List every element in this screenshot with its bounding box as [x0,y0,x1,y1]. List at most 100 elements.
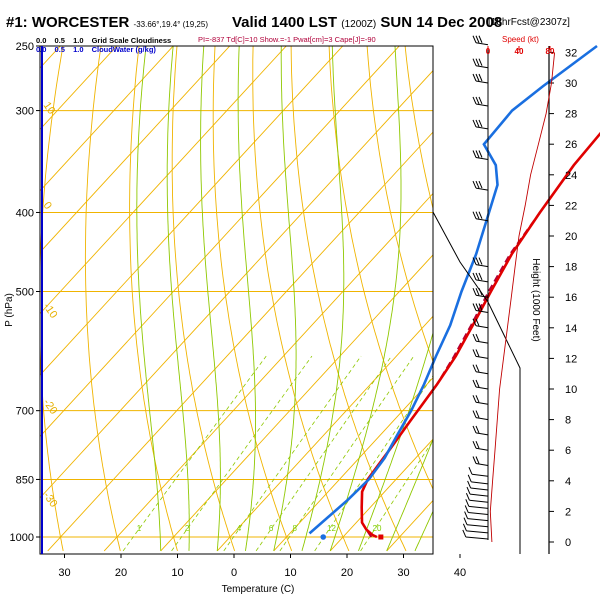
wind-barb-flag [472,119,477,128]
height-tick-label: 32 [565,47,577,59]
wind-barb-flag [464,505,469,513]
wind-barb-staff [475,80,489,84]
legend-cloud-0: 0.0 [36,36,47,45]
temp-tick-label: 40 [454,567,466,579]
wind-barb-flag [475,441,480,449]
wind-barb-staff [468,505,489,509]
temperature-line [360,131,600,539]
wind-barb-flag [472,425,477,434]
legend-cloud-label: Grid Scale Cloudiness [91,36,172,45]
mixing-ratio-label: 6 [269,524,274,533]
height-tick-label: 4 [565,476,571,488]
wind-barb-flag [462,529,467,538]
wind-barb-staff [475,65,489,69]
pressure-tick-label: 850 [16,474,34,486]
wind-barb-flag [472,96,477,105]
temp-tick-label: 0 [231,567,237,579]
wind-barb-flag [478,96,483,105]
wind-barb-flag [478,288,483,296]
speed-tick-label: 0 [486,47,491,56]
pressure-tick-label: 1000 [10,532,34,544]
height-tick-label: 18 [565,262,577,274]
wind-barb-flag [478,73,483,82]
wind-barb-staff [475,157,489,160]
wind-barb-staff [475,325,489,329]
wind-barb-flag [475,379,480,388]
wind-barb-staff [475,310,489,313]
wind-barb-staff [466,524,489,528]
isotherm-line [40,46,118,131]
wind-barb-staff [475,218,489,222]
wind-barb-staff [465,536,489,540]
wind-barb-staff [471,481,489,485]
isotherm-line [329,438,433,552]
dry-adiabat-line [129,46,178,552]
mixing-ratio-line [171,355,313,552]
wind-barb-staff [468,511,489,515]
x-axis-title: Temperature (C) [222,584,295,595]
legend-water-2: 1.0 [73,45,84,54]
height-tick-label: 26 [565,139,577,151]
isotherm-line [216,315,433,552]
wind-barb-flag [472,364,477,372]
isotherm-line [40,46,400,438]
wind-barb-flag [478,58,483,66]
wind-barb-flag [467,474,472,483]
mixing-ratio-line [360,439,433,552]
wind-barb-flag [472,379,477,388]
wind-barb-staff [475,386,489,390]
wind-barb-staff [475,401,489,405]
height-tick-label: 16 [565,292,577,304]
wind-barb-flag [463,517,468,525]
wind-barb-flag [475,257,480,265]
isotherm-line [47,131,433,552]
wind-barb-staff [475,432,489,436]
wind-barb-flag [478,180,483,189]
moist-adiabat-line [166,46,190,551]
moist-adiabat-line [358,331,433,552]
legend-cloudwater: 0.0 0.5 1.0 CloudWater (g/kg) [36,45,162,54]
wind-barb-staff [475,417,489,421]
height-tick-label: 28 [565,109,577,121]
temp-tick-label: 10 [171,567,183,579]
pressure-tick-label: 250 [16,41,34,53]
dry-adiabat-line [84,46,121,552]
legend-water-0: 0.0 [36,45,47,54]
stability-params: PI=-837 Td[C]=10 Show.=-1 Pwat[cm]=3 Cap… [198,35,376,44]
wind-barb-flag [472,180,477,189]
isotherm-line [40,46,344,376]
station-title: #1: WORCESTER -33.66°,19.4° (19,25) [6,14,208,31]
wind-barb-staff [471,473,489,477]
legend-water-1: 0.5 [54,45,65,54]
isotherm-line [40,70,433,499]
legend-cloud-1: 0.5 [54,36,65,45]
wind-speed-line [489,52,556,543]
speed-tick-label: 80 [546,47,555,56]
wind-barb-staff [466,530,489,534]
wind-barb-staff [475,340,489,344]
wind-barb-flag [478,119,483,128]
wind-barb-flag [475,96,480,105]
height-tick-label: 20 [565,231,577,243]
dry-adiabat-line [290,46,407,552]
surface-dewpoint-marker [320,534,327,540]
mixing-ratio-line [255,355,392,552]
valid-time: Valid 1400 LST (1200Z) SUN 14 Dec 2008 [232,14,502,31]
moist-adiabat-line [301,46,345,552]
pressure-tick-label: 400 [16,207,34,219]
height-tick-label: 2 [565,506,571,518]
wind-barb-flag [475,180,480,189]
wind-barb-flag [475,150,480,158]
wind-barb-flag [475,288,480,296]
moist-adiabat-line [136,46,162,551]
temp-tick-label: 30 [58,567,70,579]
temp-tick-label: 10 [284,567,296,579]
wind-barb-flag [478,150,483,158]
wind-barb-staff [475,463,489,466]
plot-frame [39,45,434,555]
wind-barb-flag [475,73,480,82]
moist-adiabat-line [386,438,433,552]
wind-barb-flag [472,35,477,43]
wind-barb-flag [472,150,477,158]
